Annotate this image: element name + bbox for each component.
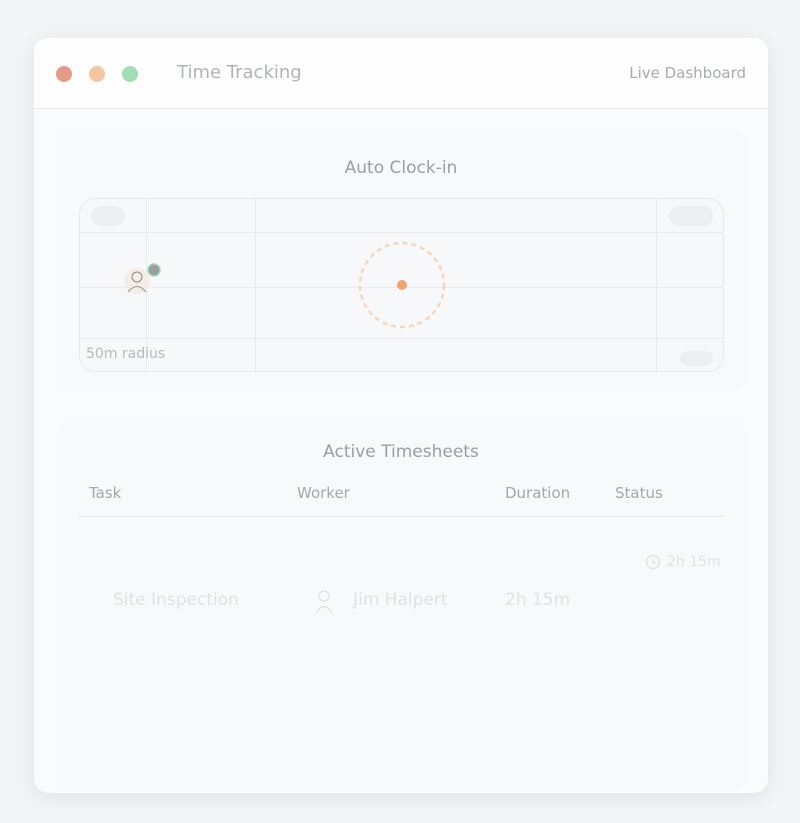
column-header-worker[interactable]: Worker <box>297 484 350 502</box>
auto-clock-in-card: Auto Clock-in 50m radius <box>56 130 746 390</box>
worker-cell: Jim Halpert <box>353 590 448 610</box>
close-button[interactable] <box>56 66 72 82</box>
active-timesheets-card: Active Timesheets <box>56 420 746 790</box>
site-pin-icon <box>397 280 407 290</box>
card-title: Auto Clock-in <box>344 158 458 178</box>
map-control[interactable] <box>680 351 713 366</box>
duration-cell: 2h 15m <box>505 590 571 610</box>
maximize-button[interactable] <box>122 66 138 82</box>
geofence-radius <box>358 241 446 329</box>
map-control[interactable] <box>669 206 713 226</box>
divider <box>79 516 724 517</box>
app-window: Time Tracking Live Dashboard Auto Clock-… <box>34 38 768 793</box>
map-control[interactable] <box>91 206 125 226</box>
live-dashboard-link[interactable]: Live Dashboard <box>629 64 746 82</box>
column-header-status[interactable]: Status <box>615 484 663 502</box>
radius-label: 50m radius <box>86 346 166 362</box>
column-header-task[interactable]: Task <box>89 484 122 502</box>
minimize-button[interactable] <box>89 66 105 82</box>
clock-icon <box>645 554 661 570</box>
status-cell: 2h 15m <box>667 554 721 570</box>
card-title: Active Timesheets <box>323 442 479 462</box>
window-title: Time Tracking <box>177 62 302 83</box>
geofence-map[interactable]: 50m radius <box>79 198 724 372</box>
title-bar: Time Tracking Live Dashboard <box>34 38 768 109</box>
worker-location-marker[interactable] <box>120 259 170 299</box>
column-header-duration[interactable]: Duration <box>505 484 571 502</box>
task-cell: Site Inspection <box>113 590 239 610</box>
signal-icon <box>147 263 161 277</box>
worker-avatar <box>315 590 333 614</box>
